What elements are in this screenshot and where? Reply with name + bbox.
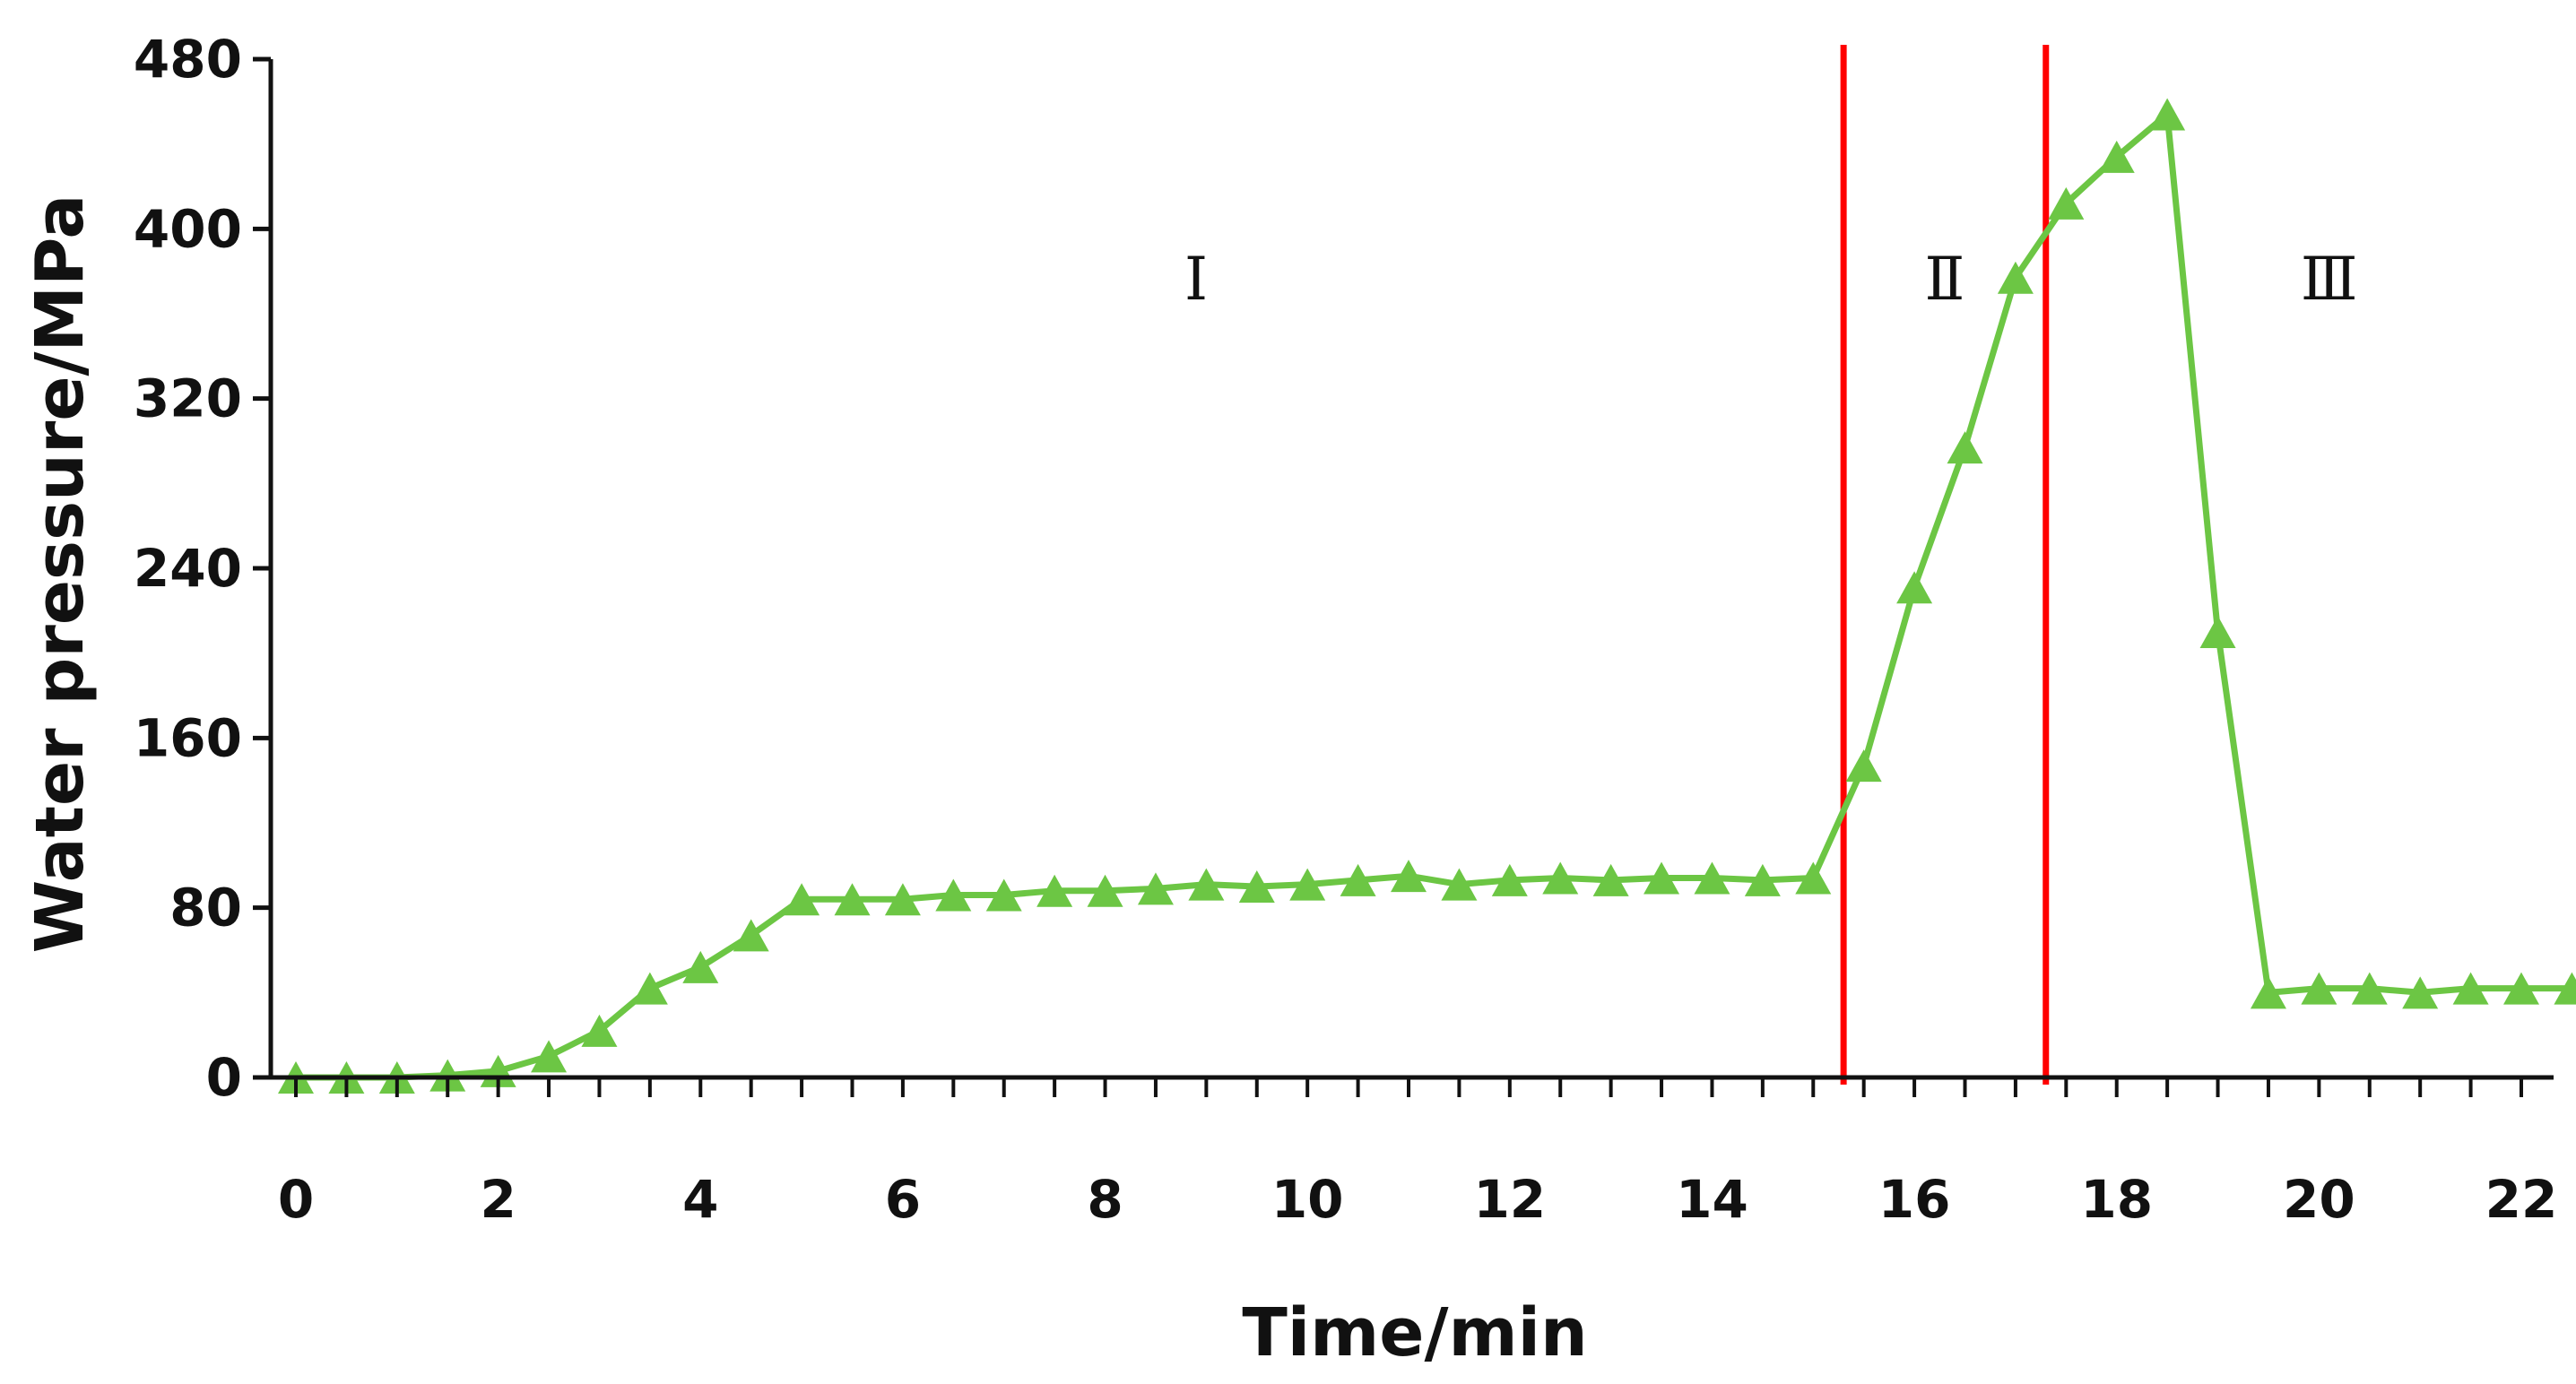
data-point-marker [2098,140,2135,173]
data-point-marker [784,883,820,916]
data-point-marker [1997,261,2034,294]
data-point-marker [1694,861,1730,895]
data-point-marker [1592,863,1629,896]
data-point-marker [2149,98,2186,131]
region-label: Ⅰ [1184,245,1208,314]
region-label: Ⅲ [2301,245,2358,314]
x-tick-label: 22 [2485,1169,2558,1230]
x-tick-label: 0 [278,1169,314,1230]
x-tick-label: 14 [1676,1169,1748,1230]
series-line [296,111,2572,1081]
y-tick-label: 480 [134,29,242,90]
data-point-marker [2351,972,2388,1005]
data-point-marker [2452,972,2489,1005]
data-point-marker [1340,863,1376,896]
tick-labels: 0 80 160 240 320 400 480 0 2 4 6 8 10 12 14 16 18 20 22 [134,29,2557,1230]
data-point-marker [2199,616,2236,648]
y-tick-label: 320 [134,368,242,429]
axes [253,56,2554,1097]
data-point-marker [581,1014,618,1047]
data-point-marker [2402,976,2439,1009]
data-point-marker [834,883,871,916]
data-point-marker [1644,861,1680,895]
region-label: Ⅱ [1925,245,1965,314]
data-point-marker [935,878,972,912]
data-point-marker [884,883,921,916]
data-point-marker [1542,861,1579,895]
data-point-marker [2250,976,2286,1009]
data-point-marker [2301,972,2337,1005]
y-axis-title: Water pressure/MPa [22,195,99,954]
data-point-marker [733,919,769,952]
x-tick-label: 8 [1087,1169,1123,1230]
y-tick-label: 400 [134,198,242,259]
x-tick-label: 20 [2283,1169,2355,1230]
data-point-marker [682,950,719,983]
series-layer [278,98,2576,1094]
data-point-marker [1441,868,1478,901]
data-point-marker [2554,972,2576,1005]
y-tick-label: 0 [206,1047,242,1108]
x-tick-label: 6 [885,1169,921,1230]
data-point-marker [2503,972,2539,1005]
x-tick-label: 18 [2080,1169,2153,1230]
data-point-marker [1289,868,1326,901]
data-point-marker [631,972,668,1005]
data-point-marker [1947,431,1983,464]
y-tick-label: 240 [134,538,242,599]
data-point-marker [1036,874,1073,907]
region-labels: Ⅰ Ⅱ Ⅲ [1184,245,2357,314]
x-tick-label: 10 [1271,1169,1344,1230]
data-point-marker [1896,571,1933,604]
data-point-marker [1491,863,1528,896]
data-point-marker [1845,749,1882,783]
x-tick-label: 4 [682,1169,718,1230]
data-point-marker [1391,860,1427,893]
x-tick-label: 12 [1473,1169,1546,1230]
x-tick-label: 16 [1878,1169,1951,1230]
data-point-marker [1744,863,1781,896]
data-point-marker [985,878,1022,912]
data-point-marker [1137,872,1174,905]
y-tick-label: 160 [134,707,242,768]
stage-boundaries [1840,45,2050,1085]
data-point-marker [1795,861,1832,895]
x-tick-label: 2 [480,1169,516,1230]
x-axis-title: Time/min [1242,1294,1587,1371]
data-point-marker [1188,868,1225,901]
data-point-marker [1087,874,1123,907]
data-point-marker [531,1040,568,1073]
y-tick-label: 80 [169,878,242,939]
data-point-marker [2048,186,2085,220]
data-point-marker [1238,870,1275,903]
